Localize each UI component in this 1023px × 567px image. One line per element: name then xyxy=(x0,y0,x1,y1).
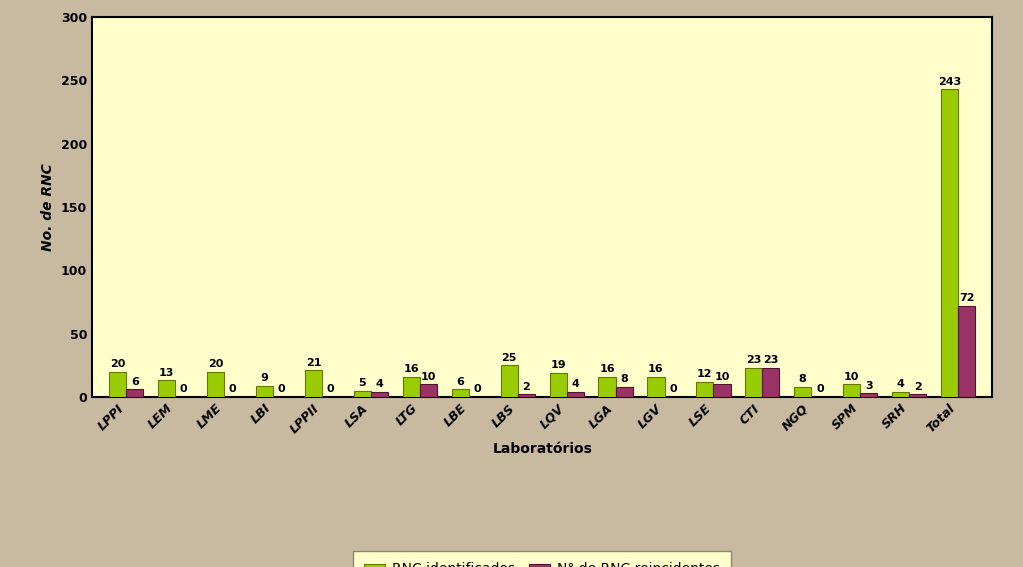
Bar xyxy=(745,368,762,397)
Bar xyxy=(892,392,909,397)
Legend: RNC identificados, N° de RNC reincidentes: RNC identificados, N° de RNC reincidente… xyxy=(353,551,731,567)
Text: 0: 0 xyxy=(326,384,335,395)
Text: 243: 243 xyxy=(938,77,962,87)
Bar xyxy=(941,89,959,397)
Y-axis label: No. de RNC: No. de RNC xyxy=(41,163,55,251)
Bar xyxy=(697,382,713,397)
Text: 0: 0 xyxy=(474,384,481,395)
Bar xyxy=(403,376,419,397)
Bar xyxy=(500,365,518,397)
Bar xyxy=(598,376,616,397)
Text: 10: 10 xyxy=(844,372,859,382)
Bar xyxy=(762,368,780,397)
Text: 5: 5 xyxy=(359,378,366,388)
Bar xyxy=(371,392,388,397)
Bar xyxy=(305,370,322,397)
Text: 0: 0 xyxy=(669,384,677,395)
Bar xyxy=(648,376,665,397)
Text: 12: 12 xyxy=(697,369,713,379)
Text: 13: 13 xyxy=(159,368,174,378)
Bar xyxy=(256,386,273,397)
Text: 8: 8 xyxy=(620,374,628,384)
Text: 23: 23 xyxy=(746,356,761,365)
Bar xyxy=(860,393,878,397)
Text: 20: 20 xyxy=(208,359,223,369)
Text: 0: 0 xyxy=(229,384,236,395)
Text: 2: 2 xyxy=(914,382,922,392)
Bar xyxy=(794,387,811,397)
Bar xyxy=(567,392,584,397)
Text: 6: 6 xyxy=(456,376,464,387)
Text: 4: 4 xyxy=(571,379,579,390)
Bar xyxy=(959,306,975,397)
Text: 23: 23 xyxy=(763,356,779,365)
Bar xyxy=(713,384,730,397)
X-axis label: Laboratórios: Laboratórios xyxy=(492,442,592,456)
Bar xyxy=(616,387,632,397)
Bar xyxy=(843,384,860,397)
Text: 10: 10 xyxy=(420,372,436,382)
Bar xyxy=(354,391,371,397)
Bar xyxy=(549,373,567,397)
Text: 3: 3 xyxy=(865,380,873,391)
Text: 0: 0 xyxy=(816,384,824,395)
Text: 72: 72 xyxy=(959,293,974,303)
Text: 0: 0 xyxy=(180,384,187,395)
Bar xyxy=(126,390,143,397)
Text: 4: 4 xyxy=(896,379,904,390)
Text: 20: 20 xyxy=(110,359,126,369)
Bar xyxy=(109,371,126,397)
Text: 16: 16 xyxy=(599,364,615,374)
Bar xyxy=(452,390,469,397)
Text: 16: 16 xyxy=(403,364,419,374)
Text: 8: 8 xyxy=(799,374,806,384)
Bar xyxy=(518,395,535,397)
Text: 10: 10 xyxy=(714,372,729,382)
Text: 19: 19 xyxy=(550,360,566,370)
Text: 16: 16 xyxy=(649,364,664,374)
Text: 25: 25 xyxy=(501,353,517,363)
Text: 4: 4 xyxy=(375,379,384,390)
Text: 9: 9 xyxy=(261,373,268,383)
Text: 0: 0 xyxy=(278,384,285,395)
Bar xyxy=(909,395,926,397)
Text: 21: 21 xyxy=(306,358,321,368)
Text: 6: 6 xyxy=(131,376,139,387)
Text: 2: 2 xyxy=(523,382,530,392)
Bar xyxy=(207,371,224,397)
Bar xyxy=(159,380,175,397)
Bar xyxy=(419,384,437,397)
